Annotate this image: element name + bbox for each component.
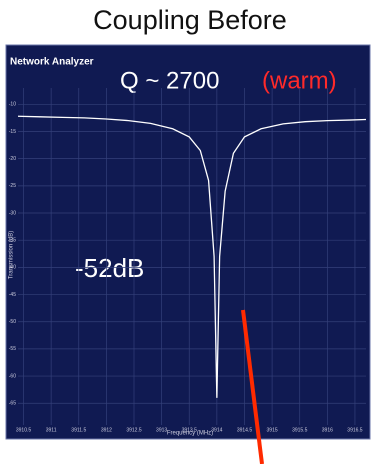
y-tick-label: -15	[9, 129, 16, 135]
y-tick-label: -55	[9, 346, 16, 352]
y-tick-label: -10	[9, 102, 16, 108]
chart-title: Coupling Before	[93, 5, 287, 35]
y-tick-label: -45	[9, 292, 16, 298]
x-tick-label: 3913	[156, 427, 167, 433]
x-tick-label: 3916.5	[347, 427, 363, 433]
x-tick-label: 3915.5	[292, 427, 308, 433]
y-tick-label: -60	[9, 373, 16, 379]
x-tick-label: 3915	[267, 427, 278, 433]
x-tick-label: 3916	[322, 427, 333, 433]
y-tick-label: -65	[9, 401, 16, 407]
x-tick-label: 3912	[101, 427, 112, 433]
chart: Coupling Before Network Analyzer Q ~ 270…	[0, 0, 375, 464]
y-tick-label: -20	[9, 156, 16, 162]
q-annotation: Q ~ 2700	[120, 67, 219, 94]
y-tick-label: -50	[9, 319, 16, 325]
x-tick-label: 3911	[46, 427, 57, 433]
x-tick-label: 3911.5	[71, 427, 86, 433]
y-tick-label: -35	[9, 238, 16, 244]
y-tick-label: -30	[9, 210, 16, 216]
y-tick-label: -25	[9, 183, 16, 189]
x-tick-label: 3913.5	[182, 427, 198, 433]
x-tick-label: 3914.5	[237, 427, 253, 433]
x-tick-label: 3912.5	[126, 427, 142, 433]
instrument-label: Network Analyzer	[10, 57, 94, 68]
warm-annotation: (warm)	[262, 67, 337, 94]
y-tick-label: -40	[9, 265, 16, 271]
x-tick-label: 3910.5	[16, 427, 32, 433]
x-tick-label: 3914	[211, 427, 222, 433]
